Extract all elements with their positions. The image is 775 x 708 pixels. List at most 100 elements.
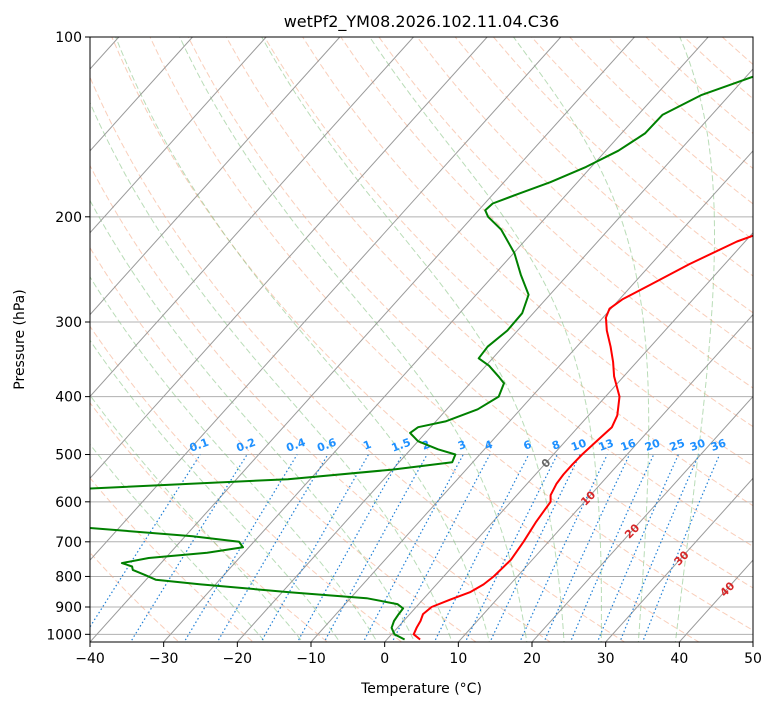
isotherm: [457, 313, 753, 642]
mixing-ratio-line: [260, 454, 370, 642]
dry-adiabat: [454, 37, 753, 314]
moist-adiabat: [90, 101, 453, 642]
mixing-ratio-line: [619, 454, 700, 642]
mixing-ratio-label: 30: [688, 436, 707, 454]
dry-adiabat: [149, 37, 753, 631]
isotherm: [531, 395, 753, 642]
dewpoint-profile: [90, 75, 753, 641]
y-tick-label: 200: [55, 210, 82, 226]
y-axis: 100 200 300 400 500 600 700 800 900 1000: [46, 30, 90, 643]
mixing-ratio-label: 25: [668, 437, 687, 454]
x-tick-label: 10: [449, 651, 467, 667]
dry-adiabat: [90, 75, 626, 642]
y-tick-label: 300: [55, 315, 82, 331]
mixing-ratio-label: 0.6: [315, 436, 338, 455]
x-tick-label: −40: [75, 651, 105, 667]
dry-adiabat: [531, 37, 753, 241]
moist-adiabat: [115, 37, 490, 642]
mixing-ratio-label: 20: [643, 436, 662, 454]
plot-frame: [89, 36, 754, 643]
isotherm: [90, 37, 562, 561]
y-tick-label: 700: [55, 535, 82, 551]
y-axis-label: Pressure (hPa): [12, 289, 28, 389]
mixing-ratio-line: [216, 454, 329, 642]
plot-area: 0.1 0.2 0.4 0.6 1 1.5 2 3 4 6 8 10 13 16 20 25 30 3601020…: [90, 37, 775, 647]
isotherm: [90, 37, 488, 480]
y-tick-label: 100: [55, 30, 82, 46]
isotherm: [236, 68, 753, 642]
dry-adiabat: [378, 37, 753, 389]
x-axis-label: Temperature (°C): [360, 681, 482, 697]
isotherm: [90, 37, 635, 642]
isotherm: [163, 37, 709, 642]
dry-adiabat: [264, 37, 753, 507]
moist-adiabat: [674, 37, 715, 642]
mixing-ratio-label: 0.1: [188, 436, 211, 455]
moist-adiabat: [179, 37, 528, 642]
moist-adiabat: [261, 37, 565, 642]
isotherm: [752, 641, 753, 642]
mixing-ratio-line: [596, 454, 679, 642]
mixing-ratio-line: [464, 454, 558, 642]
mixing-ratio-label: 6: [522, 438, 534, 453]
mixing-ratio-label: 1.5: [390, 436, 413, 455]
isotherm: [90, 37, 414, 398]
mixing-ratio-label: 13: [597, 437, 616, 454]
mixing-ratio-label: 4: [483, 438, 495, 453]
chart-title: wetPf2_YM08.2026.102.11.04.C36: [284, 12, 560, 32]
mixing-ratio-line: [391, 454, 491, 642]
dry-adiabat: [302, 37, 753, 467]
moist-adiabat: [90, 443, 267, 642]
y-tick-label: 600: [55, 495, 82, 511]
x-tick-label: −30: [149, 651, 179, 667]
mixing-ratio-line: [183, 454, 298, 642]
mixing-ratio-line: [90, 454, 201, 629]
mixing-ratio-label: 16: [619, 436, 638, 454]
isotherm: [310, 150, 753, 642]
x-tick-label: −20: [223, 651, 253, 667]
mixing-ratio-line: [641, 454, 721, 642]
y-tick-label: 800: [55, 569, 82, 585]
mixing-ratio-label: 10: [569, 436, 588, 454]
x-tick-label: 40: [670, 651, 688, 667]
mixing-ratio-label: 36: [709, 436, 728, 454]
dry-adiabat: [761, 37, 775, 647]
dry-adiabat: [225, 37, 753, 547]
dry-adiabat: [90, 477, 254, 642]
mixing-ratio-line: [323, 454, 428, 642]
mixing-ratio-label: 3: [456, 438, 468, 453]
moist-adiabat: [90, 199, 416, 642]
dry-adiabat: [90, 246, 477, 642]
mixing-ratio-line: [569, 454, 655, 642]
moist-adiabat: [90, 275, 378, 642]
dry-adiabat: [645, 37, 753, 135]
y-tick-label: 400: [55, 390, 82, 406]
mixing-ratio-label: 0.2: [235, 436, 258, 455]
mixing-ratio-line: [489, 454, 581, 642]
dry-adiabat: [187, 37, 753, 589]
dry-adiabat: [111, 37, 700, 642]
x-tick-label: 0: [380, 651, 389, 667]
isotherm: [90, 37, 341, 316]
x-axis: −40 −30 −20 −10 0 10 20 30 40 50: [75, 642, 762, 667]
dry-adiabat: [683, 37, 753, 100]
mixing-ratio-label: 1: [362, 438, 374, 453]
moist-adiabat: [369, 37, 602, 642]
dry-adiabat: [340, 37, 753, 428]
dry-adiabat: [721, 37, 753, 66]
y-tick-label: 1000: [46, 627, 82, 643]
isotherm: [90, 37, 193, 152]
x-tick-label: 50: [744, 651, 762, 667]
isotherm: [605, 477, 753, 642]
y-tick-label: 500: [55, 448, 82, 464]
mixing-ratio-line: [543, 454, 630, 642]
dry-adiabat: [416, 37, 753, 351]
isotherm: [90, 37, 267, 234]
dry-adiabat: [90, 164, 552, 642]
x-tick-label: 20: [523, 651, 541, 667]
y-tick-label: 900: [55, 600, 82, 616]
mixing-ratio-label: 0.4: [285, 436, 308, 455]
isotherm: [384, 231, 753, 642]
moist-adiabat: [513, 37, 650, 642]
